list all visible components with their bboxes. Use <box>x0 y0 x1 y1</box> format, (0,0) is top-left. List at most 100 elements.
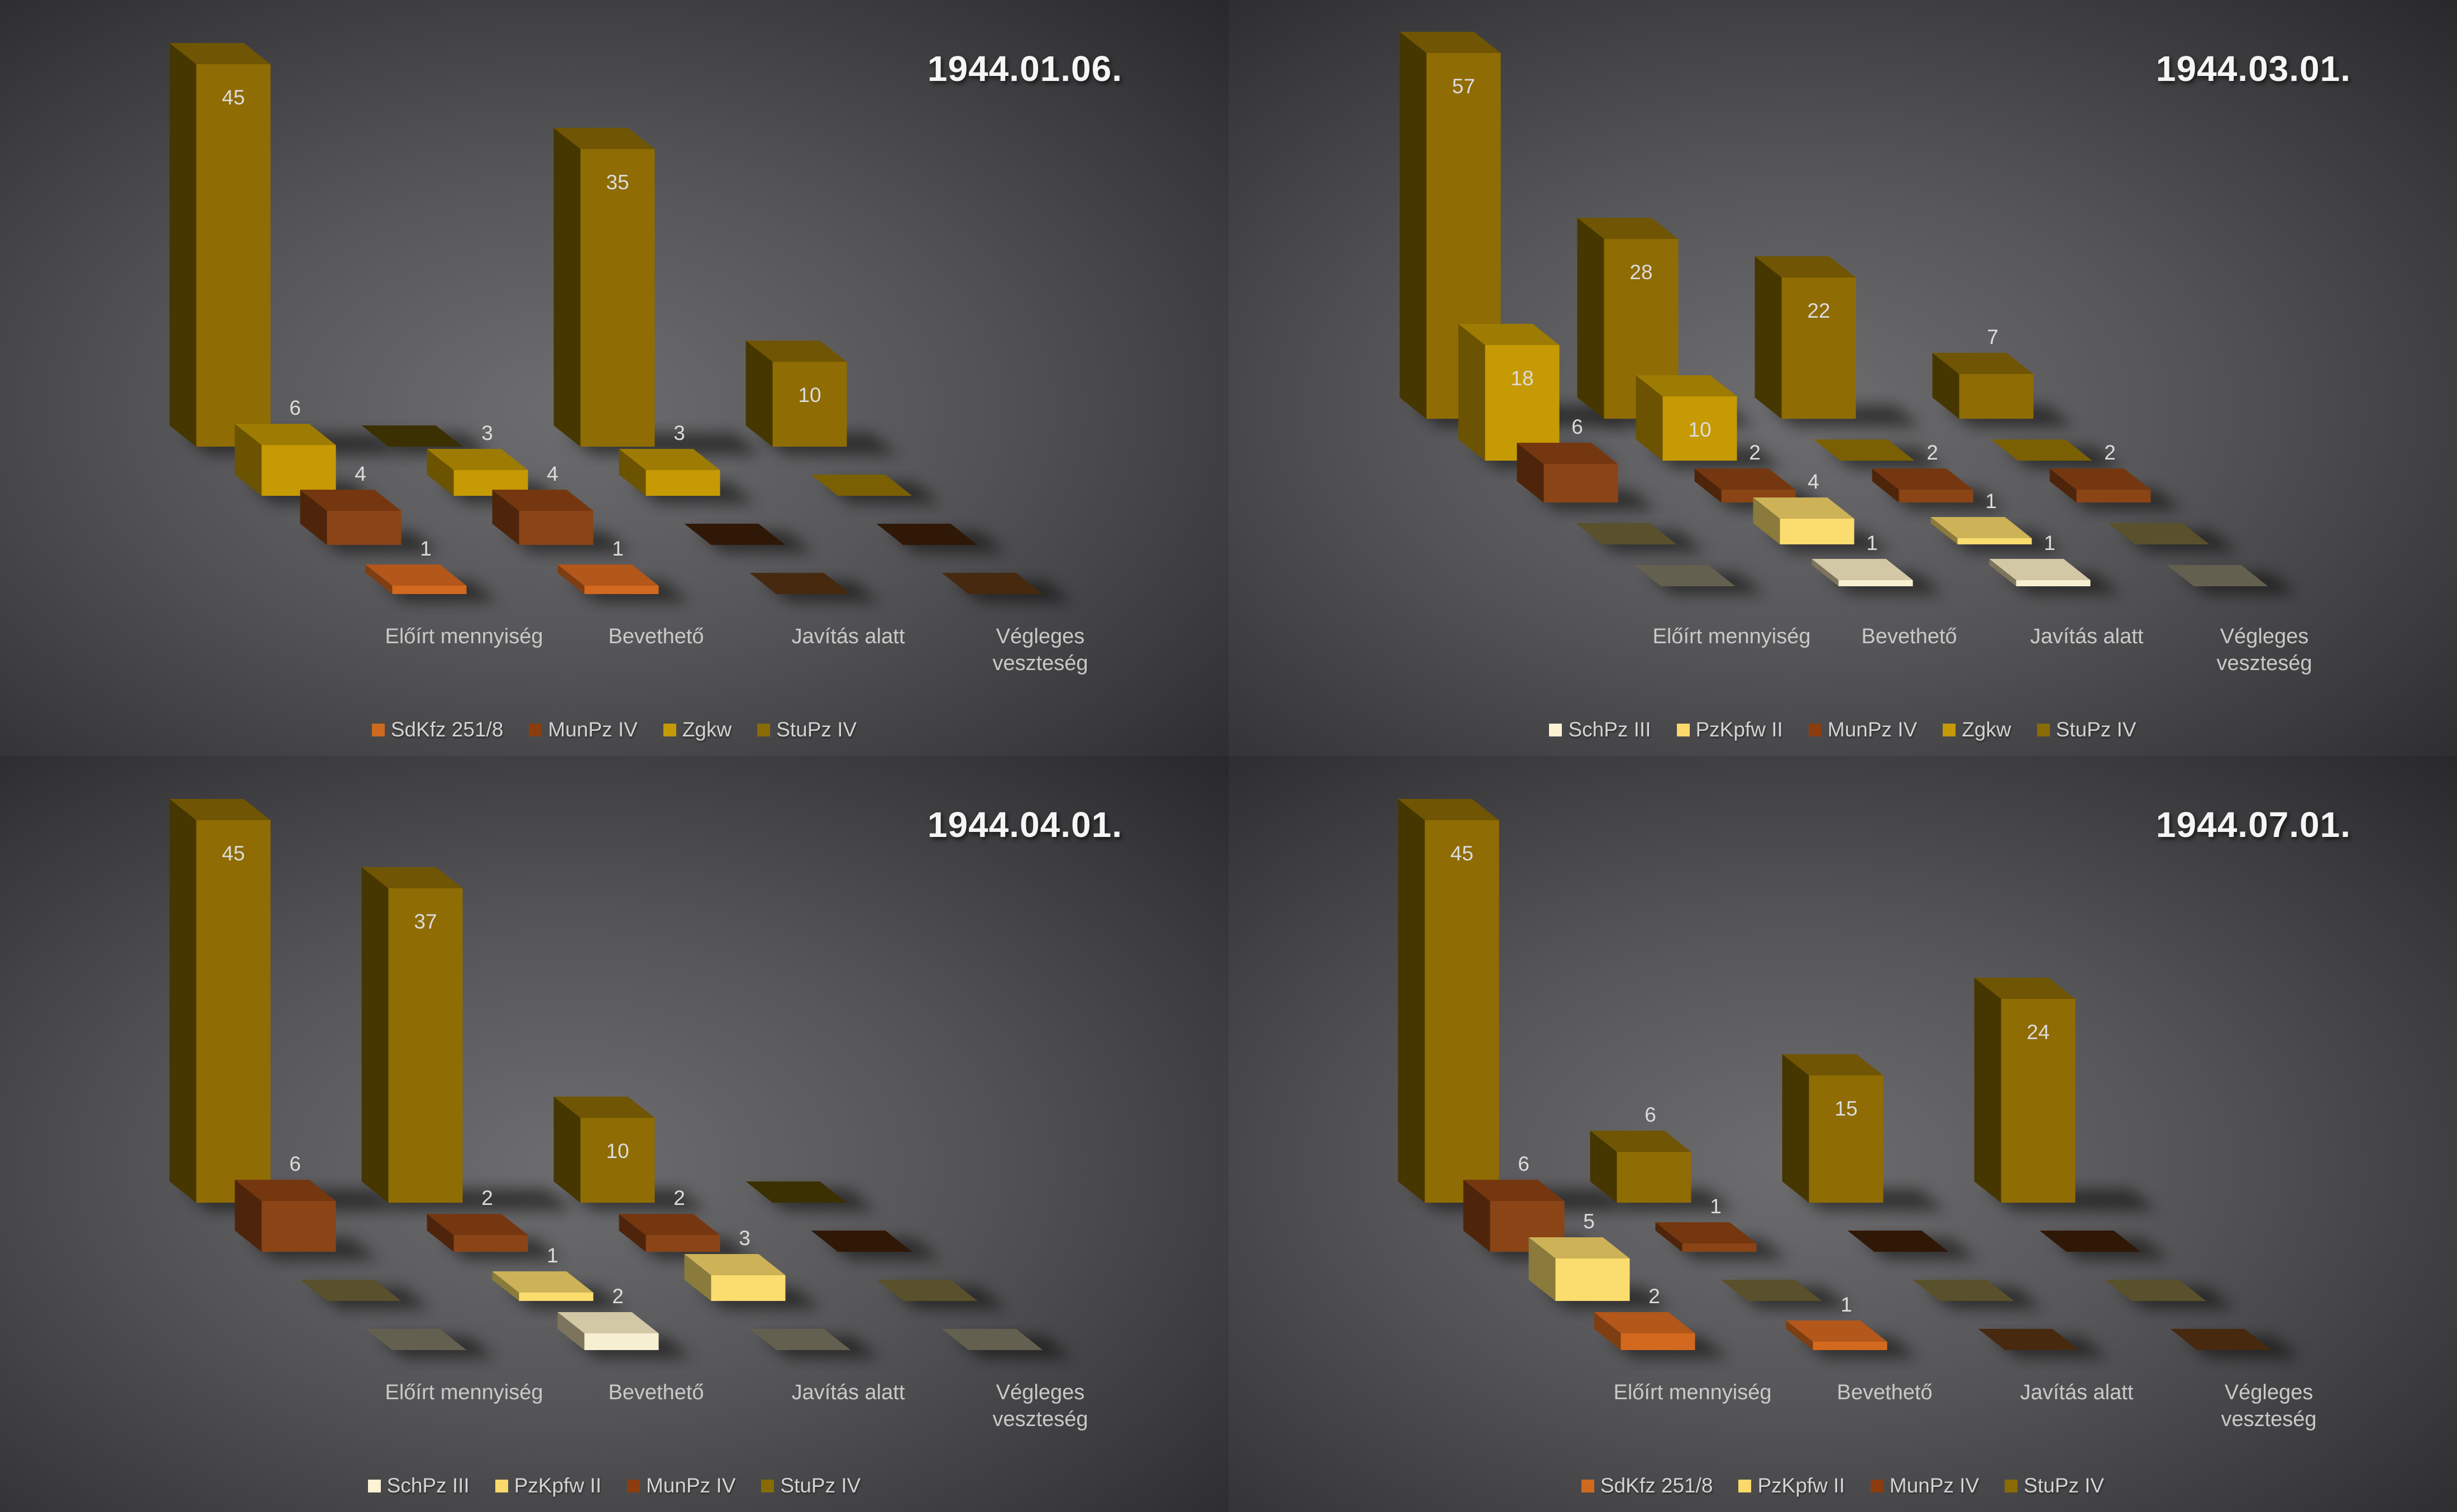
zero-plate-Zgkw-cat3 <box>1991 439 2092 461</box>
bar-StuPz-IV-cat2 <box>1755 256 1856 419</box>
value-label: 6 <box>1645 1103 1656 1126</box>
bar-MunPz-IV-cat1 <box>1655 1222 1757 1252</box>
value-label: 2 <box>673 1186 685 1209</box>
value-label: 1 <box>1841 1293 1852 1316</box>
bar-MunPz-IV-cat1 <box>427 1214 528 1252</box>
value-label: 18 <box>1510 367 1533 390</box>
zero-plate-SdKfz-251-8-cat3 <box>941 573 1043 594</box>
category-label: veszteség <box>992 652 1088 675</box>
legend-item-Zgkw: Zgkw <box>663 718 732 741</box>
zero-plate-SdKfz-251-8-cat3 <box>2170 1329 2272 1350</box>
zero-plate-PzKpfw-II-cat3 <box>2108 523 2210 544</box>
value-label: 35 <box>606 171 629 194</box>
bar-PzKpfw-II-cat1 <box>1753 497 1854 544</box>
bar-SdKfz-251-8-cat0 <box>1594 1312 1695 1350</box>
value-label: 22 <box>1807 299 1830 322</box>
legend-swatch <box>627 1479 640 1492</box>
legend-swatch <box>529 723 542 736</box>
category-label: Végleges <box>2225 1381 2313 1404</box>
bars-layer <box>1398 799 2272 1350</box>
value-label: 45 <box>222 842 245 865</box>
value-label: 1 <box>1866 532 1878 554</box>
bar-StuPz-IV-cat0 <box>169 43 271 447</box>
category-label: veszteség <box>2221 1408 2316 1431</box>
bar-StuPz-IV-cat0 <box>169 799 271 1203</box>
bar-StuPz-IV-cat3 <box>1932 353 2034 419</box>
category-label: Bevethető <box>608 625 704 648</box>
bar-StuPz-IV-cat0 <box>1399 32 1501 419</box>
bar-MunPz-IV-cat2 <box>1872 468 1973 503</box>
zero-plate-PzKpfw-II-cat0 <box>1575 523 1677 544</box>
legend-swatch <box>1943 723 1956 736</box>
legend-swatch <box>1738 1479 1752 1492</box>
legend-item-SchPz-III: SchPz III <box>1549 718 1651 741</box>
value-label: 28 <box>1629 261 1652 284</box>
value-label: 7 <box>1987 326 1999 348</box>
bar-MunPz-IV-cat0 <box>235 1180 336 1252</box>
bar-StuPz-IV-cat3 <box>745 341 847 447</box>
legend-label: PzKpfw II <box>1695 718 1783 741</box>
zero-plate-StuPz-IV-cat1 <box>361 425 463 447</box>
bar-PzKpfw-II-cat2 <box>684 1254 786 1301</box>
chart-title: 1944.04.01. <box>927 805 1122 845</box>
value-label: 6 <box>289 1152 301 1175</box>
value-label: 10 <box>606 1140 629 1162</box>
legend-item-PzKpfw-II: PzKpfw II <box>1738 1474 1845 1497</box>
legend-item-StuPz-IV: StuPz IV <box>757 718 857 741</box>
legend-item-PzKpfw-II: PzKpfw II <box>495 1474 601 1497</box>
chart-title: 1944.07.01. <box>2155 805 2351 845</box>
bar-Zgkw-cat0 <box>235 424 336 496</box>
legend-swatch <box>1870 1479 1884 1492</box>
bar-StuPz-IV-cat2 <box>1782 1054 1884 1203</box>
zero-plate-MunPz-IV-cat2 <box>684 524 786 545</box>
category-label: Végleges <box>2220 625 2308 648</box>
bar-PzKpfw-II-cat2 <box>1930 517 2032 544</box>
value-label: 6 <box>1571 415 1583 438</box>
zero-plate-SchPz-III-cat0 <box>1634 565 1736 586</box>
legend-item-StuPz-IV: StuPz IV <box>2005 1474 2104 1497</box>
legend-swatch <box>757 723 771 736</box>
legend-item-SdKfz-251-8: SdKfz 251/8 <box>371 718 504 741</box>
zero-plate-SchPz-III-cat2 <box>749 1329 851 1350</box>
legend-label: MunPz IV <box>1889 1474 1980 1497</box>
legend-label: MunPz IV <box>548 718 638 741</box>
legend-swatch <box>1808 723 1822 736</box>
legend-label: Zgkw <box>682 718 732 741</box>
value-label: 2 <box>1927 441 1938 464</box>
legend-label: PzKpfw II <box>1757 1474 1845 1497</box>
legend-item-MunPz-IV: MunPz IV <box>1808 718 1917 741</box>
zero-plate-Zgkw-cat2 <box>1813 439 1915 461</box>
value-label: 15 <box>1834 1097 1857 1120</box>
bar-SchPz-III-cat1 <box>557 1312 659 1350</box>
bar-StuPz-IV-cat1 <box>361 867 463 1203</box>
value-label: 2 <box>612 1285 624 1308</box>
zero-plate-Zgkw-cat3 <box>811 475 912 496</box>
legend-label: PzKpfw II <box>514 1474 601 1497</box>
category-label: Előírt mennyiség <box>1652 625 1810 648</box>
zero-plate-PzKpfw-II-cat1 <box>1720 1280 1822 1301</box>
legend-item-Zgkw: Zgkw <box>1943 718 2011 741</box>
category-label: Javítás alatt <box>2030 625 2144 648</box>
zero-plate-MunPz-IV-cat3 <box>811 1231 912 1252</box>
category-label: veszteség <box>2216 652 2312 675</box>
value-label: 37 <box>414 910 437 933</box>
legend-label: SdKfz 251/8 <box>390 718 504 741</box>
legend-item-MunPz-IV: MunPz IV <box>627 1474 735 1497</box>
zero-plate-SchPz-III-cat3 <box>941 1329 1043 1350</box>
value-label: 24 <box>2026 1021 2049 1044</box>
value-label: 6 <box>289 396 301 419</box>
zero-plate-MunPz-IV-cat3 <box>876 524 978 545</box>
category-label: Előírt mennyiség <box>385 1381 543 1404</box>
bar-SchPz-III-cat1 <box>1811 559 1913 586</box>
bar-MunPz-IV-cat0 <box>1517 443 1618 503</box>
legend: SchPz III PzKpfw II MunPz IV StuPz IV <box>0 1474 1228 1497</box>
category-label: Bevethető <box>1837 1381 1932 1404</box>
value-label: 6 <box>1518 1152 1529 1175</box>
zero-plate-SchPz-III-cat3 <box>2167 565 2268 586</box>
chart-title: 1944.03.01. <box>2155 49 2351 89</box>
value-label: 10 <box>1688 418 1711 441</box>
